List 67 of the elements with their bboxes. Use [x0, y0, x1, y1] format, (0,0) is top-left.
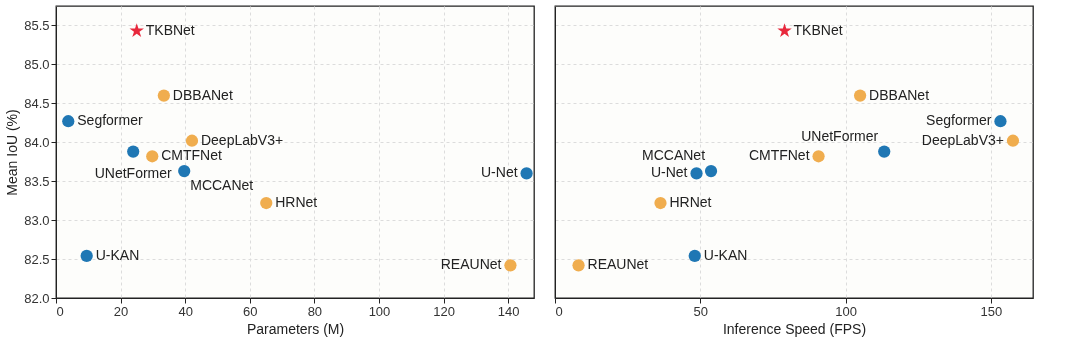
x-tick-label: 150: [980, 303, 1003, 319]
annotation: MCCANet: [642, 147, 706, 164]
x-tick-label: 80: [307, 303, 323, 319]
x-tick-label: 140: [497, 303, 520, 319]
point: [260, 196, 273, 210]
annotation: DBBANet: [172, 86, 233, 103]
x-tick-label: 100: [368, 303, 391, 319]
annotation: UNetFormer: [94, 164, 173, 181]
annotation: TKBNet: [145, 21, 195, 38]
annotation: DeepLabV3+: [200, 131, 284, 148]
annotation: HRNet: [669, 194, 712, 210]
point: [704, 164, 718, 178]
point: [129, 23, 144, 38]
x-tick-label: 100: [835, 303, 857, 319]
point: [157, 89, 170, 102]
point: [688, 249, 701, 263]
y-tick-label: 83.0: [24, 212, 50, 228]
x-tick-label: 60: [243, 303, 258, 319]
annotation: TKBNet: [793, 21, 843, 38]
point: [654, 196, 667, 210]
x-tick-label: 40: [178, 303, 193, 319]
annotation: Segformer: [77, 112, 143, 129]
x-tick-label: 50: [693, 303, 709, 319]
point: [504, 259, 517, 272]
annotation: REAUNet: [440, 256, 502, 273]
y-tick-label: 82.0: [24, 290, 50, 306]
y-tick-label: 85.5: [24, 17, 50, 33]
annotation: DBBANet: [869, 86, 930, 103]
x-tick-label: 0: [56, 303, 64, 319]
x-tick-label: 120: [433, 303, 455, 319]
x-tick-label: 20: [113, 303, 129, 319]
annotation: U-Net: [481, 164, 518, 181]
y-axis-title: Mean IoU (%): [4, 109, 21, 196]
annotation: U-Net: [650, 164, 688, 181]
annotation: DeepLabV3+: [921, 131, 1004, 148]
point: [853, 89, 867, 102]
annotation: CMTFNet: [748, 147, 810, 164]
point: [1006, 134, 1020, 147]
x-tick-label: 0: [555, 303, 563, 319]
annotation: MCCANet: [190, 177, 254, 194]
y-tick-label: 83.5: [24, 173, 50, 189]
y-tick-label: 82.5: [24, 251, 50, 267]
point: [812, 150, 825, 163]
y-tick-label: 84.0: [24, 134, 50, 150]
y-tick-label: 84.5: [24, 95, 50, 111]
point: [572, 259, 585, 272]
y-tick-label: 85.0: [24, 56, 50, 72]
point: [185, 134, 199, 147]
annotation: U-KAN: [95, 246, 140, 263]
annotation: U-KAN: [703, 246, 748, 263]
point: [127, 145, 140, 158]
annotation: UNetFormer: [801, 127, 879, 144]
x-axis-title: Parameters (M): [246, 320, 345, 337]
annotation: Segformer: [926, 112, 992, 129]
point: [994, 115, 1007, 128]
annotation: HRNet: [275, 194, 318, 210]
point: [146, 150, 159, 163]
point: [80, 249, 93, 263]
x-axis-title: Inference Speed (FPS): [722, 320, 867, 337]
point: [878, 145, 891, 158]
point: [777, 23, 792, 38]
point: [178, 164, 191, 178]
point: [690, 167, 703, 180]
annotation: REAUNet: [587, 256, 649, 273]
point: [62, 115, 75, 128]
annotation: CMTFNet: [161, 147, 223, 164]
point: [520, 167, 533, 180]
